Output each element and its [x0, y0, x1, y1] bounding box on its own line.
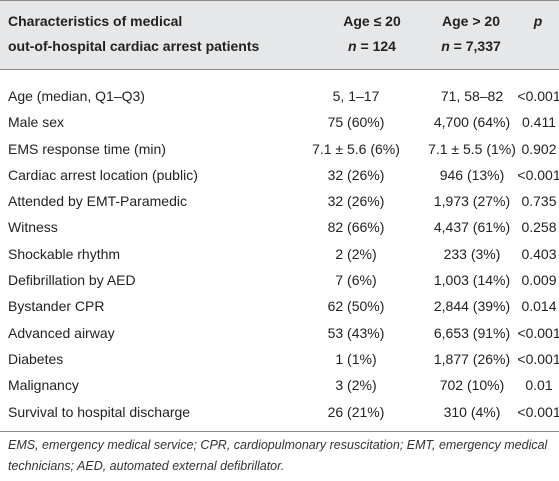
- row-label: Survival to hospital discharge: [8, 403, 191, 420]
- age-young-value: 53 (43%): [327, 324, 385, 341]
- table-row: Advanced airway 53 (43%) 6,653 (91%) <0.001: [0, 320, 559, 346]
- p-value: <0.001: [517, 324, 559, 341]
- p-value: <0.001: [517, 403, 559, 420]
- age-young-value: 32 (26%): [327, 166, 385, 183]
- row-label: Bystander CPR: [8, 298, 105, 315]
- table-row: Survival to hospital discharge 26 (21%) 31…: [0, 399, 559, 425]
- age-young-value: 3 (2%): [335, 377, 377, 394]
- age-young-value: 5, 1–17: [332, 88, 380, 104]
- n-symbol: n: [348, 38, 357, 54]
- row-label: EMS response time (min): [8, 140, 166, 157]
- age-old-label: Age > 20: [442, 13, 500, 29]
- p-value: 0.009: [521, 272, 557, 289]
- table-row: Cardiac arrest location (public) 32 (26%)…: [0, 162, 559, 188]
- p-value: 0.01: [525, 377, 553, 394]
- age-old-n: = 7,337: [449, 38, 501, 54]
- age-old-value: 233 (3%): [443, 245, 501, 262]
- p-value: 0.411: [522, 114, 556, 131]
- age-old-value: 1,003 (14%): [433, 272, 511, 289]
- characteristics-header: Characteristics of medical out-of-hospit…: [8, 9, 259, 59]
- p-value: 0.258: [521, 219, 557, 236]
- age-young-n: = 124: [356, 38, 396, 54]
- p-value: <0.001: [517, 350, 559, 367]
- age-young-value: 32 (26%): [327, 193, 385, 210]
- row-label: Advanced airway: [8, 324, 115, 341]
- table-row: Male sex 75 (60%) 4,700 (64%) 0.411: [0, 109, 559, 135]
- table-row: Attended by EMT-Paramedic 32 (26%) 1,973 (…: [0, 188, 559, 214]
- row-label: Defibrillation by AED: [8, 272, 136, 289]
- table-row: Defibrillation by AED 7 (6%) 1,003 (14%) 0.…: [0, 267, 559, 293]
- age-young-value: 7.1 ± 5.6 (6%): [312, 140, 400, 157]
- age-young-value: 26 (21%): [327, 403, 385, 420]
- characteristics-header-line1: Characteristics of medical: [8, 13, 183, 29]
- age-old-count: n = 7,337: [426, 34, 516, 59]
- age-young-header: Age ≤ 20 n = 124: [332, 9, 412, 59]
- table-bottom-rule: [0, 431, 559, 432]
- age-young-value: 7 (6%): [335, 272, 377, 289]
- age-old-value: 71, 58–82: [440, 88, 504, 104]
- age-old-value: 4,437 (61%): [433, 219, 511, 236]
- p-value: 0.014: [521, 298, 557, 315]
- age-young-value: 62 (50%): [327, 298, 385, 315]
- age-old-value: 4,700 (64%): [433, 114, 511, 131]
- table-row: Age (median, Q1–Q3) 5, 1–17 71, 58–82 <0.00…: [0, 83, 559, 109]
- row-label: Male sex: [8, 114, 65, 131]
- table-footnote: EMS, emergency medical service; CPR, car…: [8, 438, 548, 473]
- p-value: <0.001: [517, 88, 559, 104]
- n-symbol: n: [441, 38, 450, 54]
- characteristics-header-line2: out-of-hospital cardiac arrest patients: [8, 38, 260, 54]
- table-body: Age (median, Q1–Q3) 5, 1–17 71, 58–82 <0.00…: [0, 83, 559, 425]
- age-old-header: Age > 20 n = 7,337: [426, 9, 516, 59]
- row-label: Malignancy: [8, 377, 79, 394]
- age-old-value: 1,973 (27%): [433, 193, 511, 210]
- age-young-value: 75 (60%): [327, 114, 385, 131]
- age-old-value: 946 (13%): [439, 166, 505, 183]
- table-row: Diabetes 1 (1%) 1,877 (26%) <0.001: [0, 346, 559, 372]
- age-old-value: 702 (10%): [439, 377, 505, 394]
- p-value: 0.735: [521, 193, 557, 210]
- p-value-header: p: [533, 13, 543, 29]
- age-old-value: 310 (4%): [443, 403, 501, 420]
- age-old-value: 2,844 (39%): [433, 298, 511, 315]
- p-value: 0.403: [521, 245, 557, 262]
- table-row: Bystander CPR 62 (50%) 2,844 (39%) 0.014: [0, 293, 559, 319]
- age-young-value: 2 (2%): [335, 245, 377, 262]
- age-young-label: Age ≤ 20: [343, 13, 401, 29]
- row-label: Cardiac arrest location (public): [8, 166, 198, 183]
- table-row: Witness 82 (66%) 4,437 (61%) 0.258: [0, 214, 559, 240]
- age-old-value: 7.1 ± 5.5 (1%): [428, 140, 516, 157]
- table-header: Characteristics of medical out-of-hospit…: [0, 0, 559, 70]
- age-old-value: 6,653 (91%): [433, 324, 511, 341]
- row-label: Witness: [8, 219, 58, 236]
- p-value: 0.902: [521, 140, 557, 157]
- age-young-value: 1 (1%): [335, 350, 377, 367]
- row-label: Diabetes: [8, 350, 64, 367]
- age-young-count: n = 124: [332, 34, 412, 59]
- age-young-value: 82 (66%): [327, 219, 385, 236]
- row-label: Age (median, Q1–Q3): [8, 88, 145, 104]
- age-old-value: 1,877 (26%): [433, 350, 511, 367]
- table-row: Malignancy 3 (2%) 702 (10%) 0.01: [0, 372, 559, 398]
- row-label: Attended by EMT-Paramedic: [8, 193, 187, 210]
- table-row: Shockable rhythm 2 (2%) 233 (3%) 0.403: [0, 241, 559, 267]
- row-label: Shockable rhythm: [8, 245, 121, 262]
- table-row: EMS response time (min) 7.1 ± 5.6 (6%) 7.1…: [0, 136, 559, 162]
- p-value: <0.001: [517, 166, 559, 183]
